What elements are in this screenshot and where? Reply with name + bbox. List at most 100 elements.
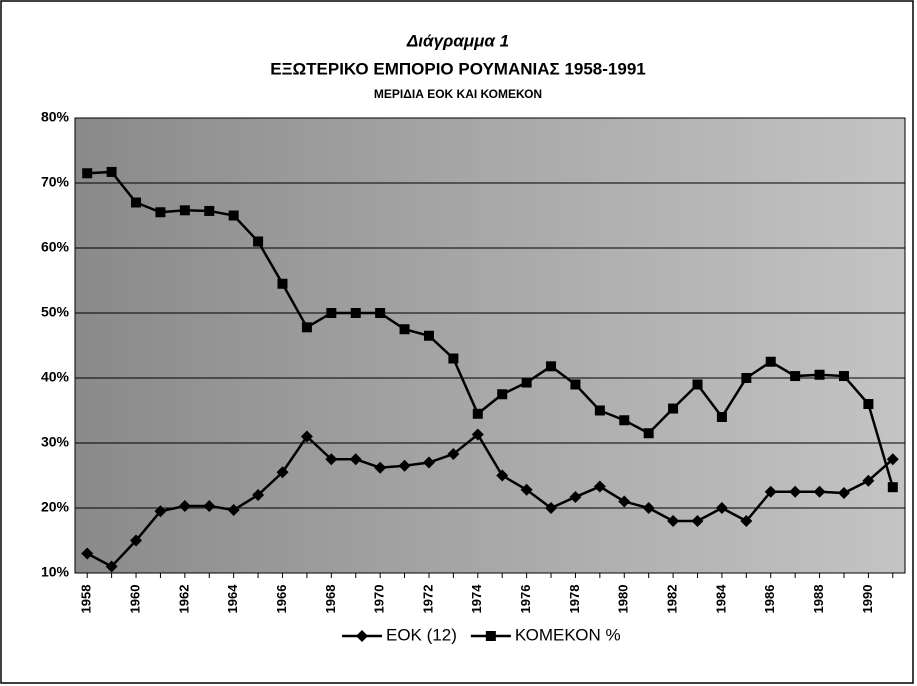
series-marker (227, 503, 240, 516)
x-tick-label: 1968 (323, 585, 338, 614)
series-marker (301, 322, 312, 333)
series-marker (398, 459, 411, 472)
x-tick-label: 1986 (762, 585, 777, 614)
series-marker (106, 166, 117, 177)
series-marker (496, 469, 509, 482)
series-marker (618, 495, 631, 508)
series-marker (667, 515, 680, 527)
series-marker (569, 490, 582, 503)
x-tick-label: 1960 (127, 585, 142, 614)
series-marker (277, 278, 288, 289)
series-marker (570, 379, 581, 390)
series-marker (790, 371, 801, 382)
series-marker (326, 308, 337, 318)
y-tick-label: 80% (41, 109, 70, 125)
series-marker (814, 369, 825, 380)
series-marker (619, 415, 630, 426)
series-marker (497, 389, 508, 400)
series-marker (668, 403, 679, 414)
series-marker (764, 485, 777, 498)
legend-marker (485, 631, 496, 641)
series-marker (349, 453, 362, 466)
y-tick-label: 30% (41, 434, 70, 450)
series-marker (276, 466, 289, 479)
series-marker (546, 361, 557, 372)
series-marker (155, 207, 166, 218)
chart-title: Διάγραμμα 1 (406, 31, 509, 50)
series-marker (521, 377, 532, 388)
x-tick-label: 1966 (274, 585, 289, 614)
x-tick-label: 1972 (420, 585, 435, 614)
series-marker (545, 502, 558, 514)
x-tick-label: 1974 (469, 584, 484, 614)
y-tick-label: 40% (41, 369, 70, 385)
x-tick-label: 1982 (665, 585, 680, 614)
x-tick-label: 1978 (567, 585, 582, 614)
y-tick-label: 50% (41, 304, 70, 320)
series-marker (300, 430, 313, 443)
plot-area (74, 117, 906, 574)
series-marker (471, 428, 484, 441)
series-marker (375, 308, 386, 318)
series-marker (837, 487, 850, 500)
series-marker (422, 456, 435, 469)
x-tick-label: 1964 (225, 584, 240, 614)
y-tick-label: 60% (41, 239, 70, 255)
x-tick-label: 1958 (79, 585, 94, 614)
series-marker (765, 356, 776, 367)
series-marker (82, 168, 93, 179)
series-marker (423, 330, 434, 341)
series-marker (228, 210, 239, 221)
series-marker (886, 453, 899, 466)
series-marker (203, 500, 216, 513)
y-tick-label: 20% (41, 499, 70, 515)
x-tick-label: 1990 (860, 585, 875, 614)
series-marker (642, 502, 655, 514)
x-tick-label: 1962 (176, 585, 191, 614)
y-tick-label: 10% (41, 564, 70, 580)
series-marker (130, 534, 143, 547)
x-tick-label: 1984 (713, 584, 728, 614)
series-marker (715, 502, 728, 514)
series-marker (691, 515, 704, 527)
series-marker (447, 448, 460, 461)
series-marker (154, 505, 167, 518)
series-marker (325, 453, 338, 466)
series-marker (178, 500, 191, 513)
series-marker (863, 399, 874, 409)
series-marker (81, 547, 94, 560)
series-marker (399, 324, 410, 335)
series-marker (252, 489, 265, 501)
series-marker (105, 560, 118, 573)
series-marker (594, 405, 605, 416)
series-marker (179, 205, 190, 216)
series-marker (740, 515, 753, 527)
series-marker (131, 197, 142, 208)
series-marker (593, 480, 606, 493)
series-marker (643, 428, 654, 439)
series-marker (692, 379, 703, 390)
series-marker (472, 408, 483, 419)
chart-caption: ΜΕΡΙΔΙΑ ΕΟΚ ΚΑΙ ΚΟΜΕΚΟΝ (374, 87, 542, 101)
series-marker (520, 483, 533, 496)
series-marker (789, 485, 802, 498)
series-marker (716, 412, 727, 422)
legend-label: ΚΟΜΕΚΟΝ % (515, 625, 621, 644)
series-marker (838, 371, 849, 382)
y-tick-label: 70% (41, 174, 70, 190)
legend-marker (356, 630, 368, 642)
series-marker (862, 474, 875, 487)
chart-subtitle: ΕΞΩΤΕΡΙΚΟ ΕΜΠΟΡΙΟ ΡΟΥΜΑΝΙΑΣ 1958-1991 (270, 59, 646, 78)
series-line (86, 432, 894, 569)
x-tick-label: 1988 (811, 585, 826, 614)
series-line (87, 170, 894, 488)
legend-label: ΕΟΚ (12) (386, 625, 457, 644)
x-tick-label: 1970 (372, 585, 387, 614)
x-tick-label: 1976 (518, 585, 533, 614)
series-marker (813, 485, 826, 498)
series-marker (448, 353, 459, 364)
series-marker (253, 236, 264, 247)
series-marker (887, 482, 898, 493)
series-marker (374, 461, 387, 474)
